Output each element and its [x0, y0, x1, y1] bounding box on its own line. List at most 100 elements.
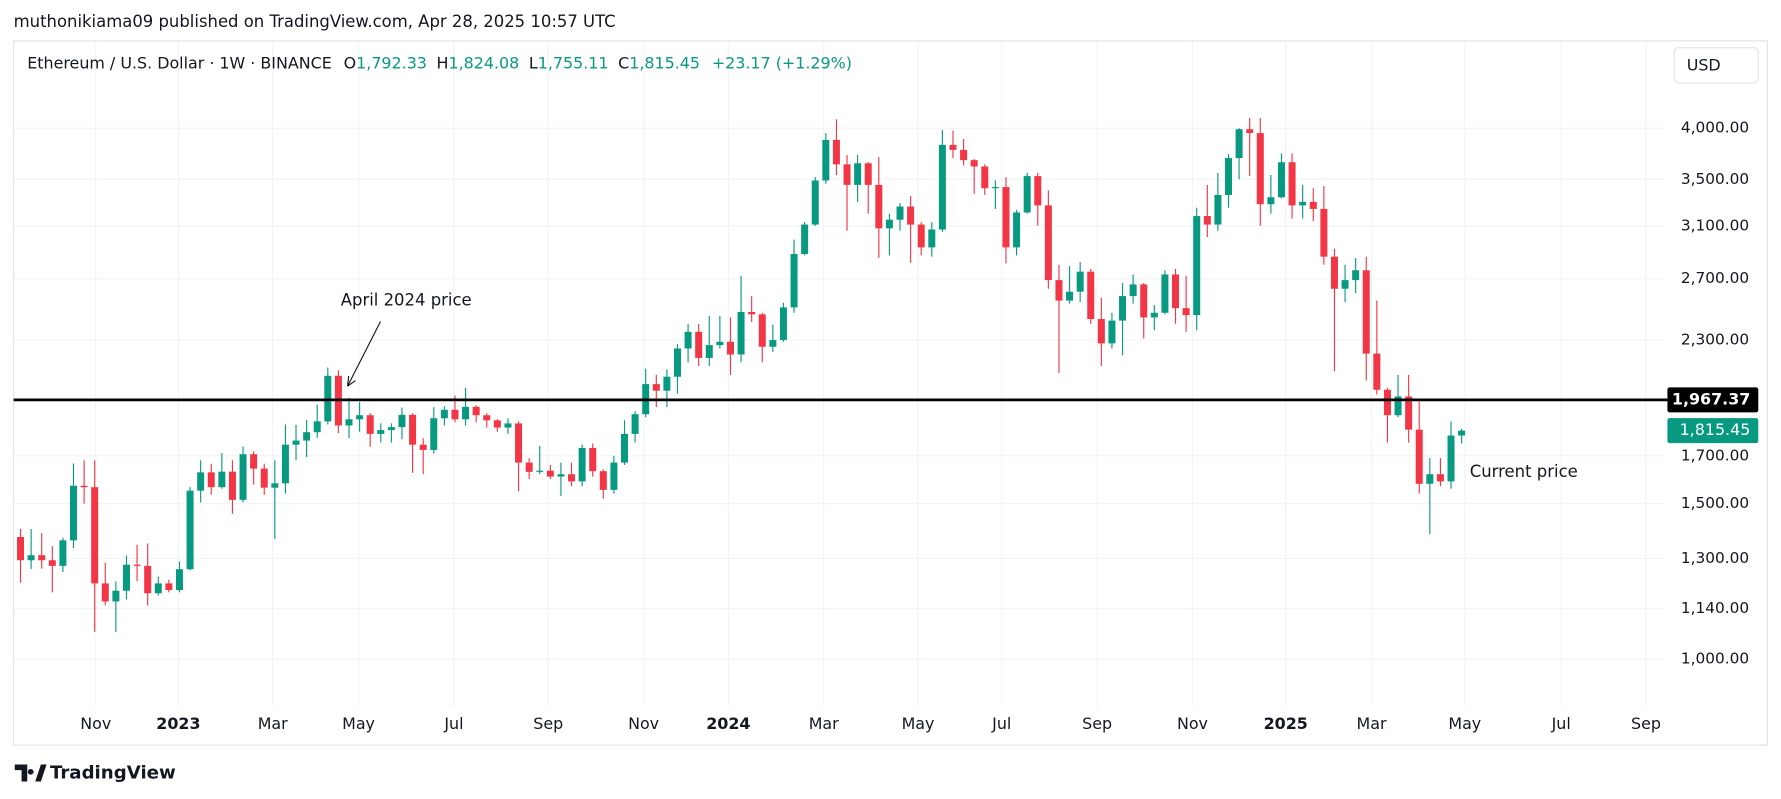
level-tag-label: 1,967.37 [1672, 389, 1750, 408]
candle-body [1277, 162, 1285, 198]
candle-body [801, 224, 809, 254]
candle-body [1373, 353, 1381, 390]
y-tick-label: 3,100.00 [1681, 216, 1749, 234]
candle-body [928, 229, 936, 248]
candle-body [1119, 296, 1127, 321]
candle-body [970, 160, 978, 167]
candle-body [207, 472, 215, 488]
candle-body [483, 415, 491, 421]
candle-body [239, 454, 247, 500]
candle-body [779, 307, 787, 341]
candle-body [960, 149, 968, 161]
legend-value: 1,755.11 [538, 53, 609, 72]
annotation: Current price [1470, 462, 1578, 481]
byline: muthonikiama09 published on TradingView.… [14, 12, 616, 31]
brand[interactable]: TradingView [14, 763, 176, 784]
candle-body [504, 423, 512, 428]
candle-body [1362, 270, 1370, 354]
candle-body [133, 564, 141, 566]
candle-body [557, 474, 565, 477]
y-tick-label: 4,000.00 [1681, 119, 1749, 137]
currency-button[interactable]: USD [1673, 47, 1759, 84]
candle-body [726, 341, 734, 355]
legend-key: O [344, 53, 357, 72]
x-tick-label: Mar [258, 714, 288, 733]
x-tick-label: 2025 [1264, 714, 1308, 733]
candle-body [218, 471, 226, 488]
x-tick-label: Sep [533, 714, 563, 733]
x-tick-label: 2024 [706, 714, 750, 733]
candle-body [80, 485, 88, 488]
candle-body [1447, 435, 1455, 482]
candle-body [949, 144, 957, 150]
x-tick-label: Jul [991, 714, 1011, 733]
candle-body [1320, 208, 1328, 257]
annotation: April 2024 price [341, 291, 472, 310]
x-tick-label: May [902, 714, 935, 733]
candle-body [1352, 270, 1360, 281]
candle-body [652, 384, 660, 391]
candle-body [1405, 396, 1413, 430]
brand-name[interactable]: TradingView [50, 763, 176, 784]
candle-body [1013, 212, 1021, 248]
candle-body [303, 432, 311, 441]
candle-body [260, 468, 268, 488]
candle-body [398, 414, 406, 428]
candle-body [599, 471, 607, 490]
y-tick-label: 2,300.00 [1681, 331, 1749, 349]
candle-body [684, 331, 692, 349]
candle-body [1044, 205, 1052, 281]
candle-body [1225, 158, 1232, 195]
candle-body [292, 440, 300, 445]
candle-body [451, 409, 459, 420]
candle-body [1214, 194, 1222, 225]
candle-body [419, 444, 427, 450]
candle-body [589, 447, 597, 472]
candle-body [1426, 474, 1434, 484]
chart-frame [13, 40, 1768, 746]
candle-body [356, 415, 364, 420]
candle-body [165, 583, 173, 591]
candle-body [1436, 474, 1444, 482]
candle-body [313, 421, 321, 433]
candle-body [197, 472, 205, 491]
candle-body [1161, 274, 1169, 313]
candle-body [175, 569, 183, 591]
chart-title: Ethereum / U.S. Dollar · 1W · BINANCE [27, 53, 332, 72]
candle-body [70, 485, 77, 541]
candle-body [366, 415, 374, 434]
candle-body [1097, 319, 1105, 344]
brand-logo[interactable] [14, 764, 47, 782]
candle-body [91, 487, 99, 584]
currency-label[interactable]: USD [1687, 55, 1721, 74]
candle-body [716, 341, 724, 346]
candle-body [430, 418, 438, 450]
price-tag-label: 1,815.45 [1680, 420, 1751, 439]
candle-body [610, 462, 618, 490]
candle-body [1309, 201, 1317, 209]
legend: Ethereum / U.S. Dollar · 1W · BINANCE O 1… [27, 53, 852, 72]
candle-body [440, 409, 448, 419]
currency-box[interactable] [1673, 47, 1759, 84]
candle-body [186, 490, 194, 570]
x-tick-label: Mar [1357, 714, 1387, 733]
legend-change: +23.17 (+1.29%) [712, 53, 852, 72]
candle-body [493, 420, 501, 428]
candles [17, 117, 1466, 632]
level-tag [1667, 387, 1759, 413]
candle-body [578, 447, 586, 482]
candle-body [1182, 308, 1190, 316]
candle-body [917, 224, 925, 248]
candle-body [758, 314, 766, 347]
candle-body [546, 470, 554, 477]
candle-body [1458, 430, 1466, 436]
candle-body [1383, 389, 1391, 416]
candle-body [1076, 271, 1084, 292]
candle-body [695, 331, 703, 358]
candle-body [48, 560, 56, 566]
candle-body [112, 590, 120, 602]
candle-body [1108, 320, 1116, 344]
candle-body [832, 139, 840, 165]
y-tick-label: 1,500.00 [1681, 494, 1749, 512]
